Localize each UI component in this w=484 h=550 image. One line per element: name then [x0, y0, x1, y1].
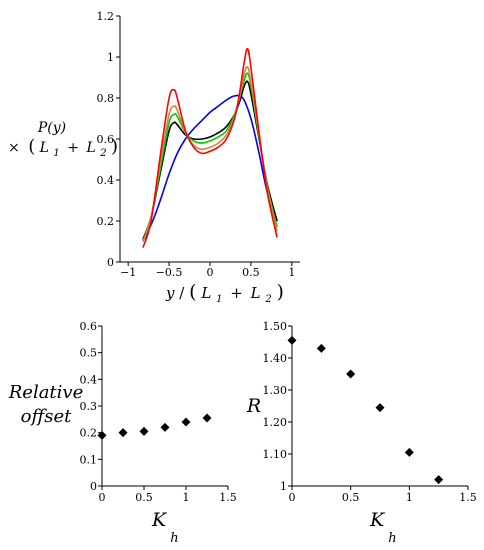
- series-line-3: [142, 66, 278, 242]
- left-x-tick-label: 1.5: [219, 491, 237, 504]
- left-y-tick-label: 0.2: [80, 427, 98, 440]
- offset-plot: 0 0.5 1 1.5 0 0.1 0.2 0.3 0.4 0.5 0.6 Relative off…: [8, 320, 237, 546]
- top-y-tick-label: 0.2: [97, 215, 115, 228]
- right-y-tick-label: 1: [280, 480, 287, 493]
- right-data-point: [316, 343, 326, 353]
- left-x-tick-label: 0: [99, 491, 106, 504]
- right-data-point: [404, 447, 414, 457]
- right-y-tick-label: 1.10: [263, 448, 288, 461]
- left-data-point: [160, 422, 170, 432]
- left-ylabel-line2: offset: [21, 406, 72, 427]
- top-y-tick-label: 0: [107, 256, 114, 269]
- left-x-tick-label: 0.5: [135, 491, 153, 504]
- right-ylabel: R: [246, 395, 261, 417]
- right-x-tick-label: 0.5: [342, 491, 360, 504]
- left-y-tick-label: 0.3: [80, 400, 98, 413]
- top-ylabel-line1: P(y): [37, 120, 66, 136]
- left-y-tick-label: 0.6: [80, 320, 98, 333]
- right-data-point: [375, 403, 385, 413]
- right-data-point: [434, 475, 444, 485]
- top-y-tick-label: 1.2: [97, 10, 115, 23]
- right-y-tick-label: 1.20: [263, 416, 288, 429]
- left-y-tick-label: 0: [90, 480, 97, 493]
- top-x-tick-label: 0: [207, 266, 214, 279]
- left-data-point: [139, 426, 149, 436]
- left-x-tick-label: 1: [183, 491, 190, 504]
- right-y-tick-label: 1.50: [263, 320, 288, 333]
- left-y-tick-label: 0.1: [80, 453, 98, 466]
- left-xlabel: K h: [151, 509, 179, 546]
- left-y-tick-label: 0.4: [80, 373, 98, 386]
- left-data-point: [181, 417, 191, 427]
- left-data-point: [118, 428, 128, 438]
- top-y-tick-label: 0.8: [97, 92, 115, 105]
- left-data-point: [97, 430, 107, 440]
- right-xlabel: K h: [369, 509, 397, 546]
- r-plot: 0 0.5 1 1.5 1 1.10 1.20 1.30 1.40 1.50 R K h: [246, 320, 477, 546]
- left-ylabel-line1: Relative: [8, 382, 84, 403]
- top-xlabel: y / ( L 1 + L 2 ): [165, 281, 284, 306]
- top-y-tick-label: 0.6: [97, 133, 115, 146]
- top-x-tick-label: −1: [120, 266, 136, 279]
- right-y-tick-label: 1.40: [263, 352, 288, 365]
- top-x-tick-label: 1: [288, 266, 295, 279]
- right-x-tick-label: 0: [289, 491, 296, 504]
- right-data-point: [287, 335, 297, 345]
- left-data-point: [202, 413, 212, 423]
- right-data-point: [346, 369, 356, 379]
- top-y-tick-label: 0.4: [97, 174, 115, 187]
- left-y-tick-label: 0.5: [80, 347, 98, 360]
- series-line-0: [142, 94, 278, 242]
- top-x-tick-label: 0.5: [242, 266, 260, 279]
- series-line-2: [142, 72, 278, 242]
- right-x-tick-label: 1.5: [459, 491, 477, 504]
- top-x-tick-label: −0.5: [156, 266, 183, 279]
- density-plot: −1 −0.5 0 0.5 1 0 0.2 0.4 0.6 0.8 1 1.2 P(y) × ( L …: [8, 10, 300, 306]
- right-x-tick-label: 1: [406, 491, 413, 504]
- right-y-tick-label: 1.30: [263, 384, 288, 397]
- top-y-tick-label: 1: [107, 51, 114, 64]
- series-line-4: [142, 47, 278, 248]
- top-ylabel-line2: × ( L 1 + L 2 ): [8, 136, 118, 160]
- series-line-1: [142, 80, 278, 240]
